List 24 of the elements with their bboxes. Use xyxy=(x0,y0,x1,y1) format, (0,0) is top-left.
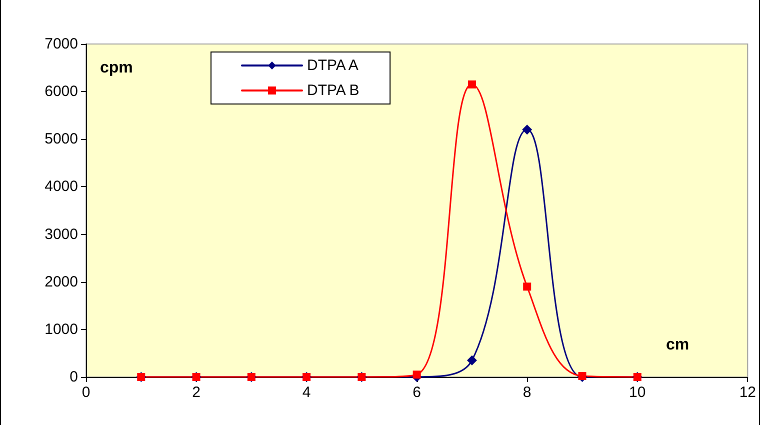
y-tick-label: 4000 xyxy=(44,178,78,196)
x-axis-title: cm xyxy=(666,336,690,354)
x-tick-label: 4 xyxy=(302,384,311,401)
x-tick-label: 10 xyxy=(629,384,646,401)
y-tick-label: 2000 xyxy=(44,273,78,290)
x-tick-label: 2 xyxy=(192,384,200,401)
x-tick-label: 0 xyxy=(82,384,90,401)
y-axis-title: cpm xyxy=(100,60,133,76)
legend-label: DTPA B xyxy=(307,82,360,99)
point xyxy=(412,370,421,379)
point xyxy=(466,355,477,366)
y-tick-label: 3000 xyxy=(44,226,78,243)
y-tick-label: 5000 xyxy=(44,130,78,148)
y-tick-label: 0 xyxy=(70,368,78,386)
legend-label: DTPA A xyxy=(307,57,358,74)
x-tick-label: 12 xyxy=(739,384,756,401)
y-tick-label: 1000 xyxy=(44,320,78,338)
point xyxy=(523,282,532,291)
y-tick-label: 7000 xyxy=(44,36,78,52)
point xyxy=(468,80,476,88)
x-tick-label: 6 xyxy=(412,384,421,401)
y-tick-label: 6000 xyxy=(44,83,78,100)
x-tick-label: 8 xyxy=(522,384,532,401)
point xyxy=(522,124,532,135)
